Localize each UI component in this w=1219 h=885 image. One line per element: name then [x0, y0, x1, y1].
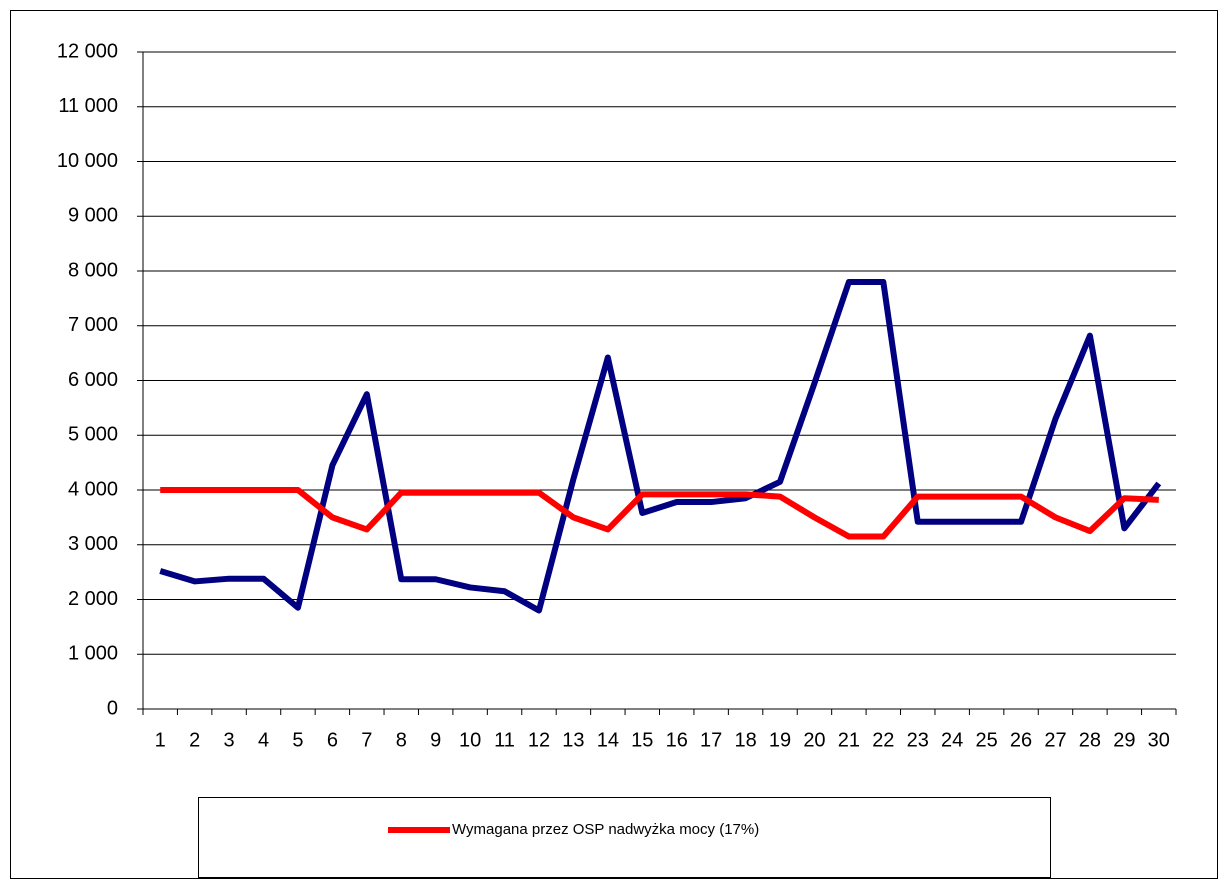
x-tick-label: 7: [361, 729, 372, 751]
x-tick-label: 27: [1044, 729, 1066, 751]
x-tick-label: 16: [666, 729, 688, 751]
x-tick-label: 10: [459, 729, 481, 751]
x-tick-label: 29: [1113, 729, 1135, 751]
x-tick-label: 5: [292, 729, 303, 751]
y-tick-label: 7 000: [68, 314, 118, 336]
x-tick-label: 30: [1148, 729, 1170, 751]
x-tick-label: 9: [430, 729, 441, 751]
x-tick-label: 23: [907, 729, 929, 751]
x-tick-label: 1: [155, 729, 166, 751]
x-tick-label: 24: [941, 729, 963, 751]
x-tick-label: 4: [258, 729, 269, 751]
y-tick-label: 5 000: [68, 424, 118, 446]
x-tick-label: 28: [1079, 729, 1101, 751]
x-tick-label: 3: [224, 729, 235, 751]
x-tick-label: 26: [1010, 729, 1032, 751]
y-tick-label: 9 000: [68, 205, 118, 227]
legend-box: [198, 797, 1051, 878]
x-tick-label: 15: [631, 729, 653, 751]
x-tick-label: 20: [803, 729, 825, 751]
x-tick-label: 11: [494, 729, 515, 751]
y-tick-label: 11 000: [58, 95, 118, 117]
x-tick-label: 18: [734, 729, 756, 751]
x-tick-label: 12: [528, 729, 550, 751]
y-tick-label: 4 000: [68, 478, 118, 500]
y-tick-label: 2 000: [68, 588, 118, 610]
legend-label: Wymagana przez OSP nadwyżka mocy (17%): [452, 821, 759, 838]
x-tick-label: 22: [872, 729, 894, 751]
x-tick-label: 25: [975, 729, 997, 751]
y-tick-label: 8 000: [68, 259, 118, 281]
x-tick-label: 17: [700, 729, 722, 751]
x-tick-label: 19: [769, 729, 791, 751]
y-tick-label: 0: [107, 697, 118, 719]
y-tick-label: 6 000: [68, 369, 118, 391]
x-tick-label: 6: [327, 729, 338, 751]
x-tick-label: 8: [396, 729, 407, 751]
series-line: [160, 487, 1159, 540]
x-tick-label: 14: [597, 729, 619, 751]
y-tick-label: 12 000: [57, 40, 118, 62]
y-tick-label: 1 000: [68, 643, 118, 665]
x-tick-label: 2: [189, 729, 200, 751]
x-tick-label: 13: [562, 729, 584, 751]
series-line: [159, 278, 1162, 614]
y-tick-label: 3 000: [68, 533, 118, 555]
x-tick-label: 21: [838, 729, 860, 751]
chart-border: [10, 10, 1218, 879]
y-tick-label: 10 000: [57, 150, 118, 172]
